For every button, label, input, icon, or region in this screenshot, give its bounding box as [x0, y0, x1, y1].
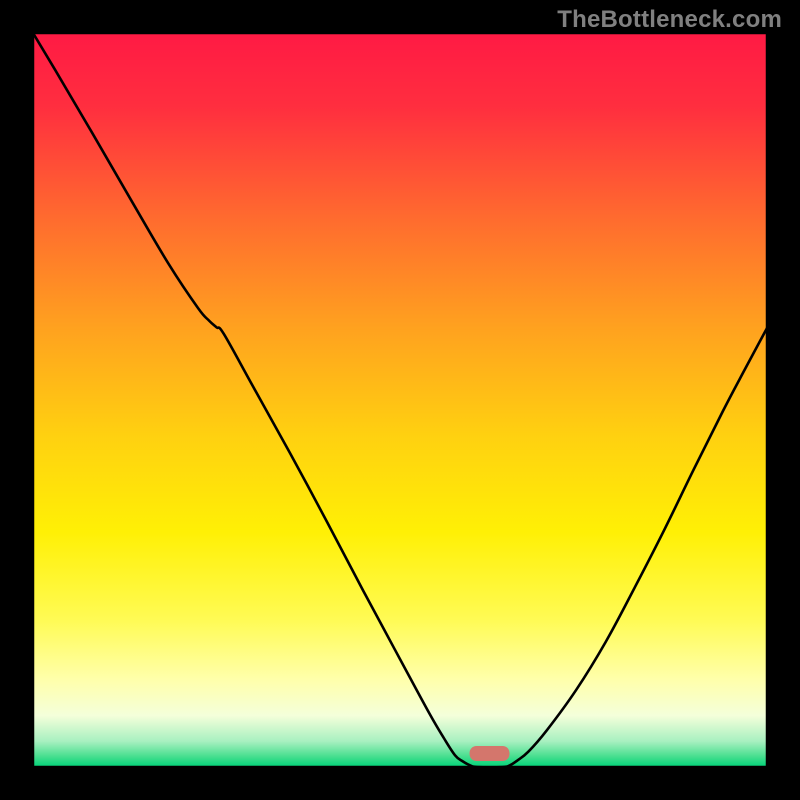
bottleneck-chart [0, 0, 800, 800]
optimum-marker [470, 746, 510, 761]
chart-container: { "watermark": { "text": "TheBottleneck.… [0, 0, 800, 800]
